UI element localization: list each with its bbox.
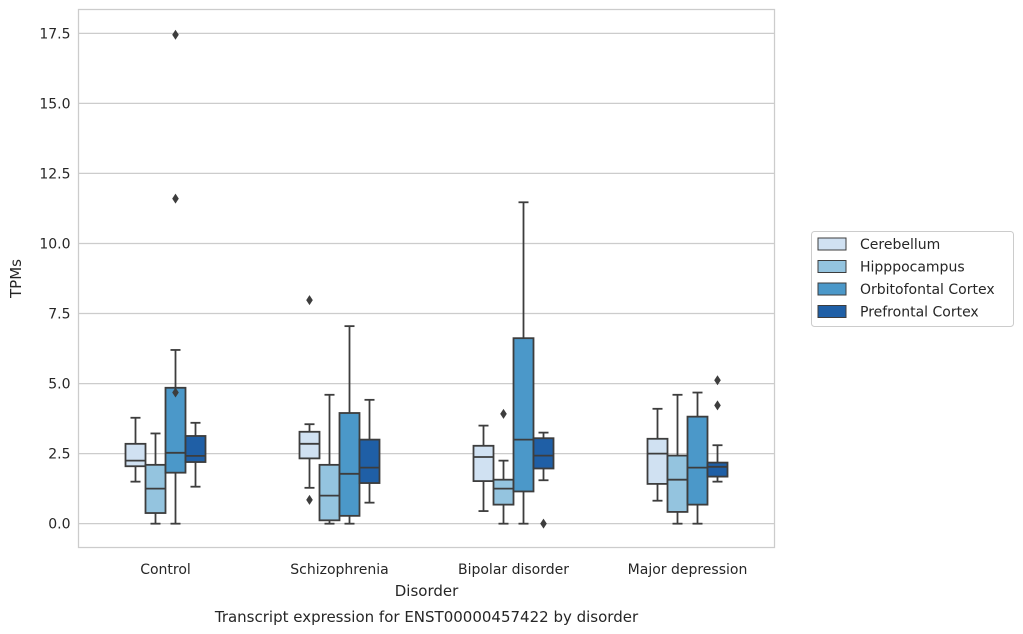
box-0-1 (298, 295, 321, 505)
outlier-point (306, 494, 313, 505)
x-axis-title: Disorder (395, 582, 459, 600)
box-1-1 (318, 393, 341, 525)
legend-swatch (817, 305, 847, 318)
box-2-3 (686, 391, 709, 525)
box-body (472, 444, 495, 482)
x-tick-label: Schizophrenia (290, 562, 388, 578)
y-tick-labels: 0.0 2.5 5.0 7.5 10.0 12.5 15.0 17.5 (39, 26, 70, 532)
box-3-0 (184, 421, 207, 488)
box-body (318, 463, 341, 522)
box-1-0 (144, 432, 167, 525)
legend-entry: Orbitofontal Cortex (860, 282, 995, 298)
box-body (532, 437, 555, 470)
y-tick-label: 17.5 (39, 26, 70, 42)
y-tick-label: 12.5 (39, 166, 70, 182)
x-tick-label: Bipolar disorder (458, 562, 569, 578)
box-body (646, 437, 669, 485)
box-body (686, 415, 709, 506)
box-1-2 (492, 408, 515, 525)
plot-frame (77, 8, 776, 549)
y-axis-title: TPMs (7, 259, 25, 299)
box-body (492, 478, 515, 506)
outlier-point (540, 518, 547, 529)
outlier-point (172, 193, 179, 204)
legend-swatch (817, 237, 847, 251)
y-tick-label: 15.0 (39, 96, 70, 112)
box-body (124, 442, 147, 468)
legend-entry: Hipppocampus (860, 260, 965, 276)
legend-entry: Cerebellum (860, 237, 940, 253)
legend-swatch (817, 260, 847, 273)
box-body (298, 430, 321, 460)
box-body (706, 461, 729, 478)
box-3-3 (706, 375, 729, 483)
outlier-point (500, 408, 507, 419)
y-tick-label: 10.0 (39, 236, 70, 252)
legend-entry: Prefrontal Cortex (860, 305, 979, 321)
box-body (358, 438, 381, 484)
y-tick-label: 2.5 (48, 447, 70, 463)
box-2-2 (512, 201, 535, 525)
outlier-point (714, 400, 721, 411)
x-tick-label: Control (140, 562, 191, 578)
box-2-0 (164, 29, 187, 525)
y-tick-label: 0.0 (48, 517, 70, 533)
legend: Cerebellum Hipppocampus Orbitofontal Corte… (811, 231, 1014, 327)
x-tick-label: Major depression (628, 562, 748, 578)
box-groups (124, 29, 729, 529)
box-body (184, 435, 207, 463)
box-body (666, 454, 689, 513)
box-body (512, 337, 535, 493)
y-tick-label: 7.5 (48, 307, 70, 323)
box-3-1 (358, 398, 381, 504)
legend-frame (811, 231, 1014, 327)
box-body (164, 386, 187, 474)
outlier-point (306, 295, 313, 306)
box-body (338, 412, 361, 517)
gridlines (78, 32, 775, 525)
outlier-point (172, 387, 179, 398)
box-3-2 (532, 431, 555, 529)
chart-caption: Transcript expression for ENST0000045742… (214, 608, 639, 626)
box-0-2 (472, 424, 495, 512)
legend-swatch (817, 282, 847, 296)
box-0-0 (124, 416, 147, 483)
y-tick-label: 5.0 (48, 377, 70, 393)
outlier-point (172, 29, 179, 40)
outlier-point (714, 375, 721, 386)
x-tick-labels: Control Schizophrenia Bipolar disorder Majo… (140, 562, 747, 578)
